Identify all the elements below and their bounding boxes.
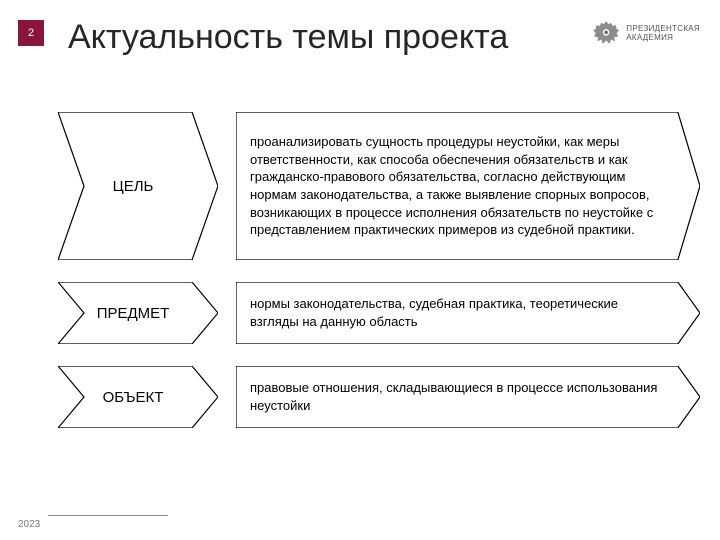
- footer-year: 2023: [18, 520, 38, 530]
- label-object: ОБЪЕКТ: [58, 389, 218, 406]
- row-object: ОБЪЕКТ правовые отношения, складывающиес…: [58, 366, 700, 428]
- label-arrow-goal: ЦЕЛЬ: [58, 112, 218, 260]
- content-object: правовые отношения, складывающиеся в про…: [236, 369, 700, 424]
- logo-text: ПРЕЗИДЕНТСКАЯ АКАДЕМИЯ: [626, 25, 700, 43]
- content-goal: проанализировать сущность процедуры неус…: [236, 123, 700, 248]
- content-box-goal: проанализировать сущность процедуры неус…: [236, 112, 700, 260]
- label-goal: ЦЕЛЬ: [58, 178, 218, 195]
- content-box-object: правовые отношения, складывающиеся в про…: [236, 366, 700, 428]
- page-number-badge: 2: [18, 20, 44, 46]
- slide-title: Актуальность темы проекта: [68, 18, 508, 57]
- label-subject: ПРЕДМЕТ: [58, 305, 218, 322]
- rows-container: ЦЕЛЬ проанализировать сущность процедуры…: [58, 112, 700, 428]
- page-number: 2: [28, 27, 34, 39]
- label-arrow-subject: ПРЕДМЕТ: [58, 282, 218, 344]
- label-arrow-object: ОБЪЕКТ: [58, 366, 218, 428]
- eagle-icon: [590, 14, 622, 54]
- logo-line2: АКАДЕМИЯ: [626, 34, 700, 43]
- row-subject: ПРЕДМЕТ нормы законодательства, судебная…: [58, 282, 700, 344]
- content-box-subject: нормы законодательства, судебная практик…: [236, 282, 700, 344]
- footer-divider: [48, 515, 168, 516]
- row-goal: ЦЕЛЬ проанализировать сущность процедуры…: [58, 112, 700, 260]
- content-subject: нормы законодательства, судебная практик…: [236, 285, 700, 340]
- academy-logo: ПРЕЗИДЕНТСКАЯ АКАДЕМИЯ: [590, 10, 700, 58]
